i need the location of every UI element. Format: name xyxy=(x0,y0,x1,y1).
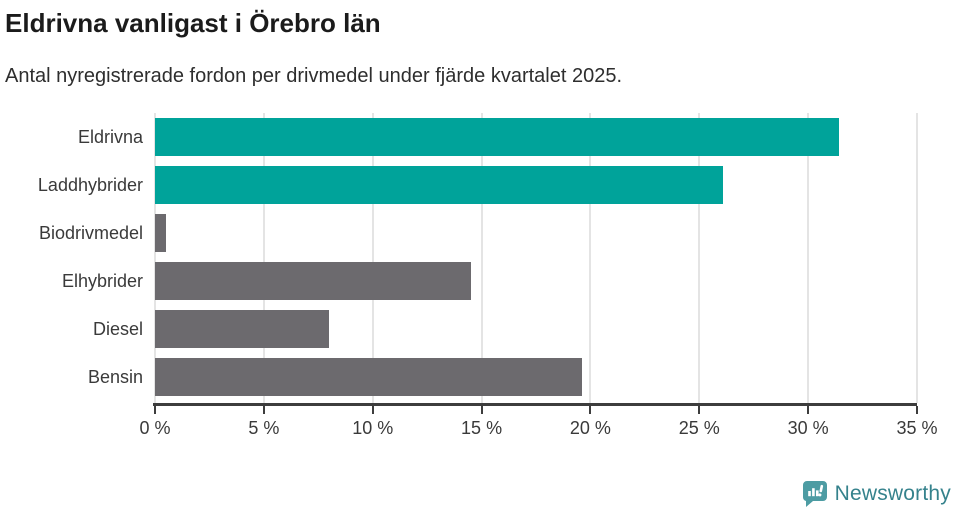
gridlines xyxy=(154,113,918,403)
bar-row xyxy=(155,113,917,161)
x-axis-tick-label: 20 % xyxy=(569,418,611,438)
bar-row xyxy=(155,257,917,305)
x-axis-tick-label: 35 % xyxy=(896,418,938,438)
bar-bensin xyxy=(155,358,582,396)
x-axis-tick xyxy=(698,406,701,414)
newsworthy-logo: Newsworthy xyxy=(802,480,951,508)
x-axis-line xyxy=(153,403,917,406)
plot-area xyxy=(153,113,918,414)
gridline xyxy=(262,113,265,403)
x-axis-tick-label: 0 % xyxy=(139,418,171,438)
x-axis-tick xyxy=(480,406,483,414)
x-axis-tick-labels: 0 % 5 % 10 % 15 % 20 % 25 % 30 % 35 % xyxy=(139,406,937,444)
x-axis-tick-label: 10 % xyxy=(352,418,394,438)
bar-diesel xyxy=(155,310,330,348)
gridline xyxy=(589,113,592,403)
x-axis-tick xyxy=(916,406,918,414)
newsworthy-wordmark: Newsworthy xyxy=(834,482,951,505)
bar-row xyxy=(155,161,917,209)
chart-title: Eldrivna vanligast i Örebro län xyxy=(5,8,381,38)
bar-biodrivmedel xyxy=(155,214,166,252)
gridline xyxy=(371,113,374,403)
category-label: Laddhybrider xyxy=(37,174,143,195)
bar-row xyxy=(155,209,917,257)
gridline xyxy=(807,113,810,403)
category-label: Diesel xyxy=(92,318,143,339)
x-axis-tick-label: 5 % xyxy=(248,418,280,438)
gridline xyxy=(916,113,918,403)
gridline xyxy=(154,113,156,403)
gridline xyxy=(480,113,483,403)
x-axis-tick xyxy=(154,406,156,414)
category-label: Elhybrider xyxy=(61,270,143,291)
bar-row xyxy=(155,305,917,353)
chart-card: Eldrivna vanligast i Örebro län Antal ny… xyxy=(0,8,960,513)
x-axis-tick-label: 25 % xyxy=(678,418,720,438)
category-label: Bensin xyxy=(87,366,143,387)
x-axis-tick xyxy=(262,406,265,414)
x-axis-tick-label: 15 % xyxy=(461,418,503,438)
bar-row xyxy=(155,353,917,401)
category-label: Eldrivna xyxy=(77,126,143,147)
chart-subtitle: Antal nyregistrerade fordon per drivmede… xyxy=(5,65,623,87)
bar-eldrivna xyxy=(155,118,839,156)
category-labels: Eldrivna Laddhybrider Biodrivmedel Elhybrid… xyxy=(0,113,155,406)
bar-rows xyxy=(155,113,917,401)
x-axis-tick-label: 30 % xyxy=(787,418,829,438)
bar-laddhybrider xyxy=(155,166,724,204)
newsworthy-speech-bubble-icon xyxy=(802,481,827,507)
bar-elhybrider xyxy=(155,262,471,300)
category-label: Biodrivmedel xyxy=(38,222,143,243)
bar-chart: Eldrivna Laddhybrider Biodrivmedel Elhybrid… xyxy=(0,113,960,414)
gridline xyxy=(698,113,701,403)
x-axis-tick xyxy=(589,406,592,414)
x-axis-tick xyxy=(371,406,374,414)
x-axis-tick xyxy=(807,406,810,414)
